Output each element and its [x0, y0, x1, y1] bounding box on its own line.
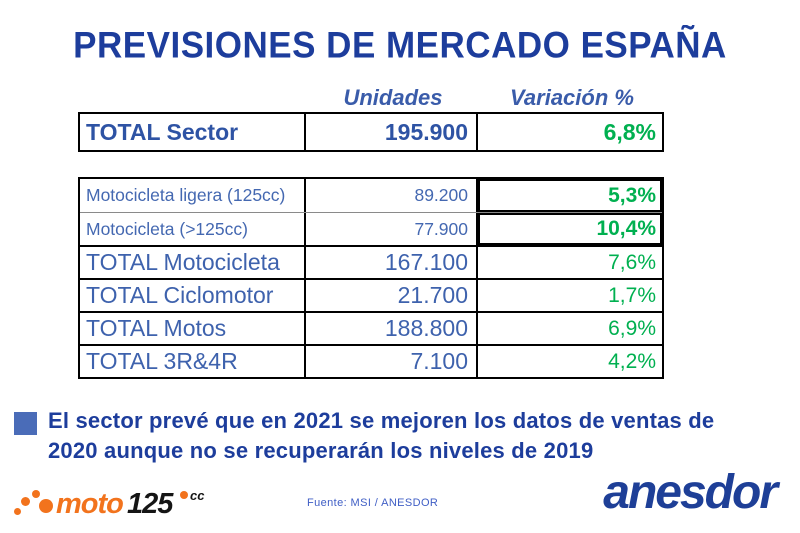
row-units-value: 195.900 — [306, 114, 478, 150]
row-label: TOTAL Motocicleta — [80, 247, 306, 278]
row-units-value: 7.100 — [306, 346, 478, 377]
column-header-variation: Variación % — [510, 85, 634, 110]
header-spacer — [78, 85, 306, 111]
moto125-logo-word: moto — [56, 488, 124, 520]
row-label: TOTAL Sector — [80, 114, 306, 150]
row-variation-value: 5,3% — [478, 179, 662, 212]
row-units-value: 188.800 — [306, 313, 478, 344]
moto125-logo: moto 125 cc — [14, 486, 229, 524]
table-row-total-sector: TOTAL Sector 195.900 6,8% — [80, 114, 662, 150]
row-variation-value: 7,6% — [608, 250, 656, 274]
row-units-value: 89.200 — [306, 179, 478, 212]
row-units-value: 77.900 — [306, 213, 478, 245]
page-title: PREVISIONES DE MERCADO ESPAÑA — [73, 25, 727, 66]
table-row: TOTAL 3R&4R 7.100 4,2% — [80, 344, 662, 377]
table-column-headers: Unidades Variación % — [78, 85, 664, 111]
source-caption: Fuente: MSI / ANESDOR — [307, 497, 439, 509]
table-row: Motocicleta ligera (125cc) 89.200 5,3% — [80, 179, 662, 212]
bullet-marker — [14, 412, 37, 435]
forecast-note-line2: 2020 aunque no se recuperarán los nivele… — [48, 438, 594, 463]
forecast-note: El sector prevé que en 2021 se mejoren l… — [48, 406, 793, 466]
row-variation-value: 6,9% — [608, 316, 656, 340]
row-label: TOTAL 3R&4R — [80, 346, 306, 377]
column-header-units: Unidades — [343, 85, 443, 110]
detail-table: Motocicleta ligera (125cc) 89.200 5,3% M… — [78, 177, 664, 379]
row-variation-value: 4,2% — [608, 349, 656, 373]
row-label: Motocicleta ligera (125cc) — [80, 179, 306, 212]
table-row: TOTAL Ciclomotor 21.700 1,7% — [80, 278, 662, 311]
row-label: TOTAL Motos — [80, 313, 306, 344]
moto125-logo-cc: cc — [190, 488, 205, 503]
forecast-note-line1: El sector prevé que en 2021 se mejoren l… — [48, 408, 715, 433]
row-variation-value: 1,7% — [608, 283, 656, 307]
summary-table: TOTAL Sector 195.900 6,8% — [78, 112, 664, 152]
row-label: Motocicleta (>125cc) — [80, 213, 306, 245]
moto125-cc-dot-icon — [180, 491, 188, 499]
table-row: TOTAL Motocicleta 167.100 7,6% — [80, 245, 662, 278]
row-variation-value: 6,8% — [603, 118, 656, 145]
row-label: TOTAL Ciclomotor — [80, 280, 306, 311]
anesdor-logo: anesdor — [603, 466, 778, 519]
row-variation-value: 10,4% — [478, 213, 662, 245]
table-row: Motocicleta (>125cc) 77.900 10,4% — [80, 212, 662, 245]
moto125-logo-number: 125 — [127, 488, 173, 520]
table-row: TOTAL Motos 188.800 6,9% — [80, 311, 662, 344]
row-units-value: 167.100 — [306, 247, 478, 278]
row-units-value: 21.700 — [306, 280, 478, 311]
